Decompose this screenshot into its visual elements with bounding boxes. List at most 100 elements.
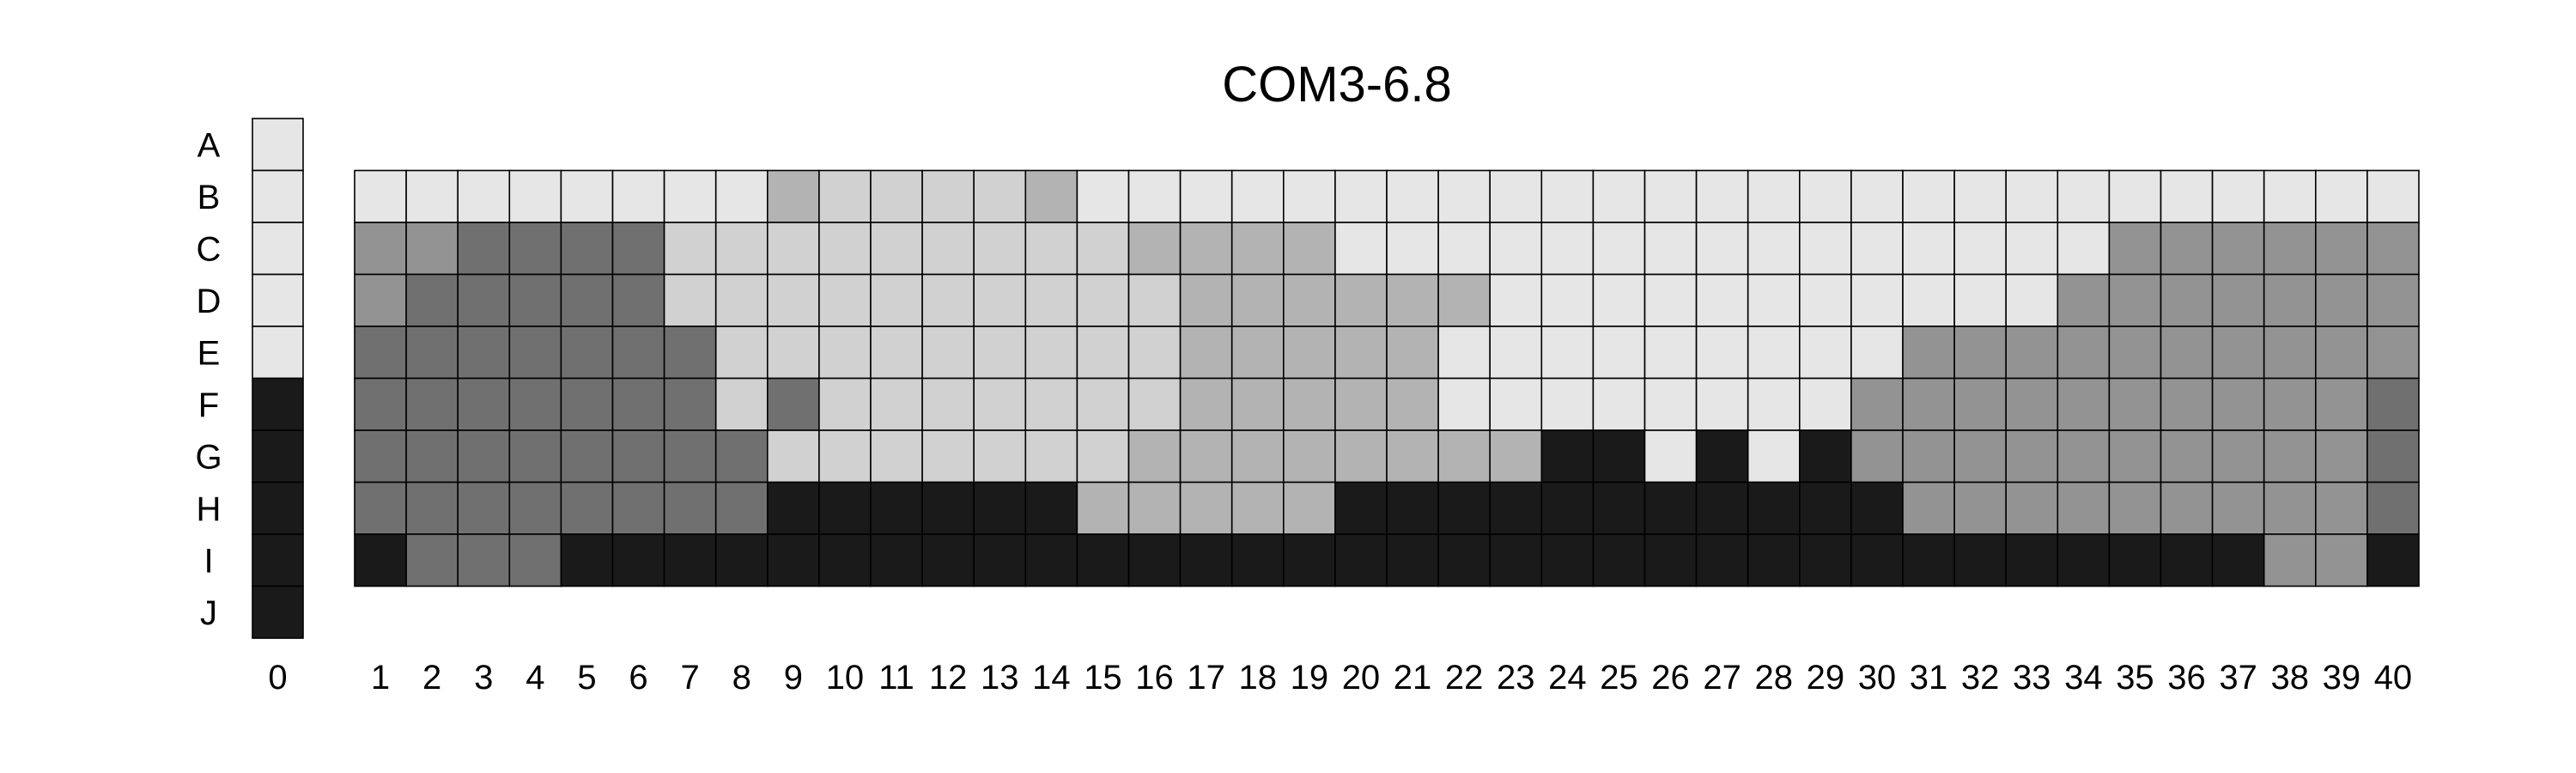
heatmap-cell-c-4 (508, 222, 562, 276)
heatmap-cell-d-30 (1850, 273, 1904, 327)
heatmap-cell-h-22 (1437, 481, 1491, 535)
heatmap-cell-b-17 (1179, 169, 1233, 223)
heatmap-cell-g-28 (1747, 429, 1801, 484)
heatmap-cell-f-5 (560, 377, 614, 431)
column-label-35: 35 (2116, 659, 2154, 697)
heatmap-cell-d-36 (2160, 273, 2214, 327)
column-label-13: 13 (981, 659, 1019, 697)
heatmap-cell-c-12 (921, 222, 975, 276)
row-label-c: C (197, 230, 222, 268)
heatmap-cell-i-35 (2108, 533, 2162, 587)
heatmap-cell-b-25 (1592, 169, 1646, 223)
column-label-0: 0 (268, 659, 287, 697)
heatmap-cell-d-26 (1643, 273, 1698, 327)
column-label-17: 17 (1187, 659, 1225, 697)
heatmap-cell-c-28 (1747, 222, 1801, 276)
heatmap-cell-i-10 (818, 533, 872, 587)
heatmap-cell-f-26 (1643, 377, 1698, 431)
heatmap-cell-d-33 (2005, 273, 2059, 327)
heatmap-cell-c-26 (1643, 222, 1698, 276)
heatmap-cell-f-32 (1953, 377, 2008, 431)
heatmap-cell-d-1 (354, 273, 407, 327)
heatmap-cell-b-15 (1076, 169, 1130, 223)
heatmap-cell-e-19 (1283, 326, 1336, 380)
heatmap-cell-i-8 (714, 533, 769, 587)
heatmap-cell-i-33 (2005, 533, 2059, 587)
heatmap-cell-i-13 (973, 533, 1027, 587)
column-label-16: 16 (1135, 659, 1174, 697)
column-label-30: 30 (1858, 659, 1897, 697)
heatmap-cell-c-38 (2263, 222, 2317, 276)
column-label-40: 40 (2374, 659, 2413, 697)
heatmap-cell-h-15 (1076, 481, 1130, 535)
heatmap-cell-e-5 (560, 326, 614, 380)
heatmap-cell-d-28 (1747, 273, 1801, 327)
heatmap-grid (354, 169, 2420, 587)
heatmap-cell-i-39 (2315, 533, 2368, 587)
heatmap-cell-g-26 (1643, 429, 1698, 484)
heatmap-cell-d-15 (1076, 273, 1130, 327)
heatmap-cell-i-36 (2160, 533, 2214, 587)
heatmap-cell-f-24 (1540, 377, 1595, 431)
heatmap-cell-h-37 (2211, 481, 2265, 535)
heatmap-cell-f-11 (870, 377, 923, 431)
heatmap-cell-d-4 (508, 273, 562, 327)
heatmap-cell-d-34 (2057, 273, 2111, 327)
heatmap-cell-g-17 (1179, 429, 1233, 484)
heatmap-cell-e-26 (1643, 326, 1698, 380)
heatmap-cell-e-40 (2366, 326, 2420, 380)
column-label-37: 37 (2219, 659, 2257, 697)
heatmap-cell-b-4 (508, 169, 562, 223)
heatmap-cell-i-12 (921, 533, 975, 587)
heatmap-cell-g-31 (1902, 429, 1955, 484)
heatmap-cell-f-23 (1489, 377, 1543, 431)
heatmap-cell-i-3 (457, 533, 511, 587)
heatmap-cell-h-30 (1850, 481, 1904, 535)
heatmap-cell-e-6 (611, 326, 665, 380)
heatmap-cell-b-37 (2211, 169, 2265, 223)
heatmap-cell-h-39 (2315, 481, 2368, 535)
heatmap-cell-e-31 (1902, 326, 1955, 380)
heatmap-cell-c-14 (1024, 222, 1078, 276)
heatmap-cell-d-23 (1489, 273, 1543, 327)
heatmap-cell-c-32 (1953, 222, 2008, 276)
heatmap-cell-g-36 (2160, 429, 2214, 484)
heatmap-cell-f-3 (457, 377, 511, 431)
heatmap-cell-g-4 (508, 429, 562, 484)
heatmap-cell-e-13 (973, 326, 1027, 380)
heatmap-cell-b-9 (766, 169, 820, 223)
heatmap-cell-i-16 (1127, 533, 1182, 587)
heatmap-cell-b-1 (354, 169, 407, 223)
row-label-e: E (197, 334, 221, 372)
heatmap-cell-i-5 (560, 533, 614, 587)
heatmap-cell-c-22 (1437, 222, 1491, 276)
heatmap-cell-h-20 (1334, 481, 1388, 535)
column-label-20: 20 (1342, 659, 1381, 697)
heatmap-cell-a-0 (252, 118, 304, 172)
heatmap-cell-e-25 (1592, 326, 1646, 380)
chart-title: COM3-6.8 (1222, 57, 1452, 113)
heatmap-cell-i-7 (663, 533, 717, 587)
heatmap-cell-d-37 (2211, 273, 2265, 327)
heatmap-cell-g-35 (2108, 429, 2162, 484)
heatmap-cell-i-31 (1902, 533, 1955, 587)
heatmap-cell-e-20 (1334, 326, 1388, 380)
heatmap-cell-h-12 (921, 481, 975, 535)
heatmap-cell-i-24 (1540, 533, 1595, 587)
heatmap-cell-b-27 (1695, 169, 1749, 223)
heatmap-cell-j-0 (252, 585, 304, 639)
heatmap-cell-i-29 (1799, 533, 1852, 587)
heatmap-cell-h-27 (1695, 481, 1749, 535)
heatmap-cell-g-7 (663, 429, 717, 484)
heatmap-cell-f-34 (2057, 377, 2111, 431)
heatmap-cell-e-8 (714, 326, 769, 380)
heatmap-cell-e-16 (1127, 326, 1182, 380)
heatmap-cell-g-11 (870, 429, 923, 484)
heatmap-cell-d-16 (1127, 273, 1182, 327)
heatmap-cell-g-2 (405, 429, 459, 484)
heatmap-cell-i-15 (1076, 533, 1130, 587)
heatmap-cell-g-22 (1437, 429, 1491, 484)
heatmap-cell-f-30 (1850, 377, 1904, 431)
heatmap-cell-e-37 (2211, 326, 2265, 380)
column-label-19: 19 (1291, 659, 1329, 697)
